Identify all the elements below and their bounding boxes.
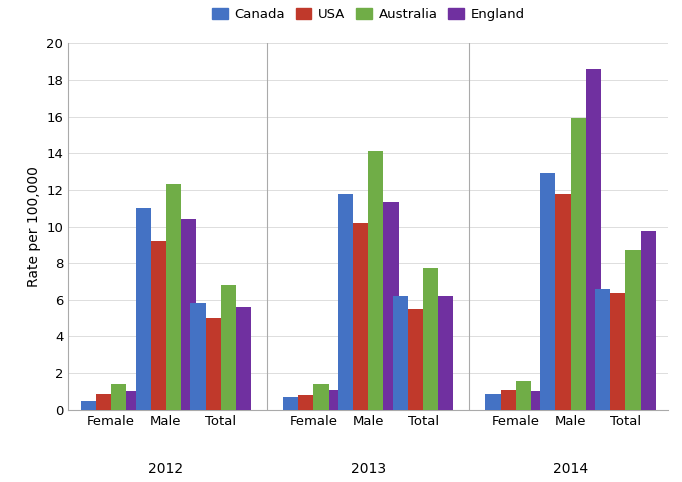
Bar xyxy=(283,397,298,410)
Bar xyxy=(555,194,571,410)
Bar xyxy=(314,384,329,410)
Bar xyxy=(111,384,126,410)
Bar xyxy=(338,194,353,410)
Bar xyxy=(298,395,314,410)
Bar xyxy=(640,231,655,410)
Bar xyxy=(595,289,610,410)
Bar xyxy=(353,223,368,410)
Y-axis label: Rate per 100,000: Rate per 100,000 xyxy=(27,166,41,287)
Bar xyxy=(236,307,251,410)
Bar xyxy=(501,390,516,410)
Bar xyxy=(151,241,166,410)
Bar xyxy=(383,202,398,410)
Bar xyxy=(423,268,439,410)
Bar xyxy=(329,390,344,410)
Legend: Canada, USA, Australia, England: Canada, USA, Australia, England xyxy=(207,2,530,27)
Bar xyxy=(368,151,383,410)
Text: 2012: 2012 xyxy=(149,462,183,477)
Bar xyxy=(571,119,586,410)
Bar xyxy=(136,208,151,410)
Bar xyxy=(486,394,501,410)
Bar xyxy=(610,294,625,410)
Bar xyxy=(625,250,640,410)
Bar xyxy=(96,394,111,410)
Bar xyxy=(126,391,142,410)
Bar xyxy=(439,296,454,410)
Bar xyxy=(190,303,205,410)
Bar xyxy=(205,318,221,410)
Bar xyxy=(516,381,531,410)
Bar xyxy=(531,391,546,410)
Bar xyxy=(586,69,601,410)
Text: 2013: 2013 xyxy=(351,462,386,477)
Bar xyxy=(181,219,196,410)
Bar xyxy=(166,185,181,410)
Text: 2014: 2014 xyxy=(553,462,588,477)
Bar xyxy=(393,296,408,410)
Bar xyxy=(81,401,96,410)
Bar xyxy=(221,285,236,410)
Bar xyxy=(540,174,555,410)
Bar xyxy=(408,309,423,410)
